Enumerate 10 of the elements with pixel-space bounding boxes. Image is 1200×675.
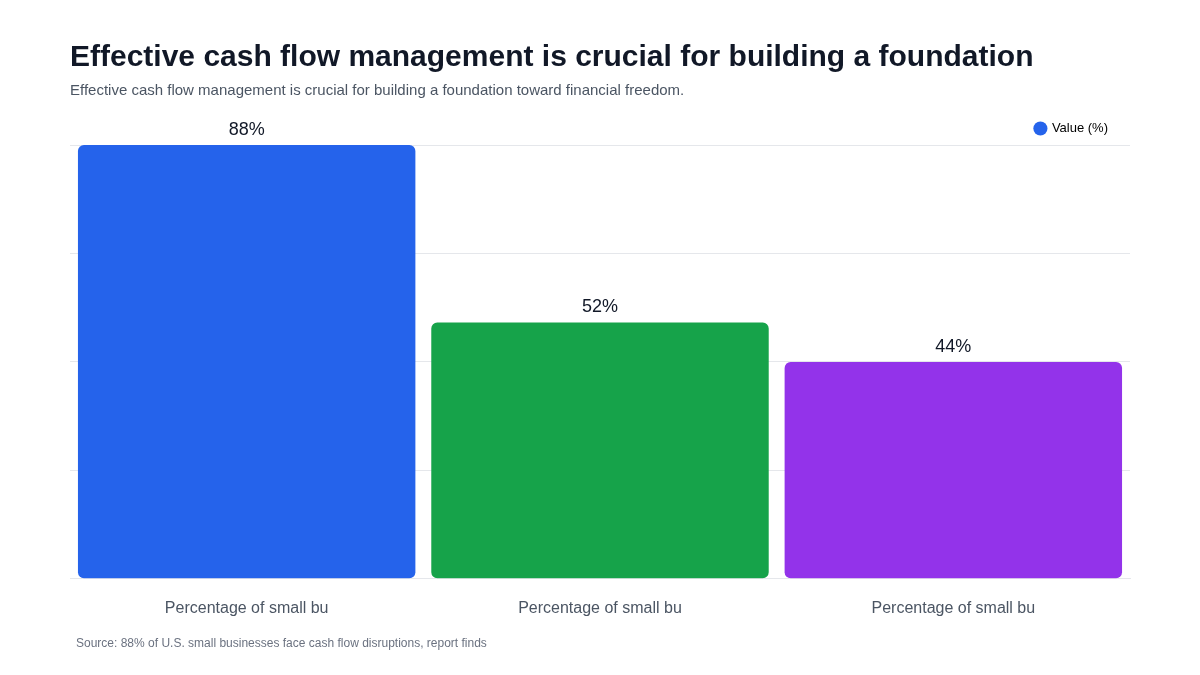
x-tick-label: Percentage of small bu bbox=[164, 598, 329, 616]
data-label: 44% bbox=[935, 335, 972, 356]
data-label: 88% bbox=[228, 118, 265, 139]
chart-title: Effective cash flow management is crucial for building a foundation bbox=[70, 39, 1034, 73]
source-note: Source: 88% of U.S. small businesses face cash flow disruptions, report finds bbox=[76, 636, 487, 650]
x-tick-label: Percentage of small bu bbox=[518, 598, 682, 616]
x-tick-label: Percentage of small bu bbox=[871, 598, 1036, 616]
legend-label: Value (%) bbox=[1051, 120, 1109, 136]
data-label: 52% bbox=[581, 296, 619, 317]
chart-subtitle: Effective cash flow management is crucial for building a foundation toward financial freedom. bbox=[70, 81, 685, 99]
